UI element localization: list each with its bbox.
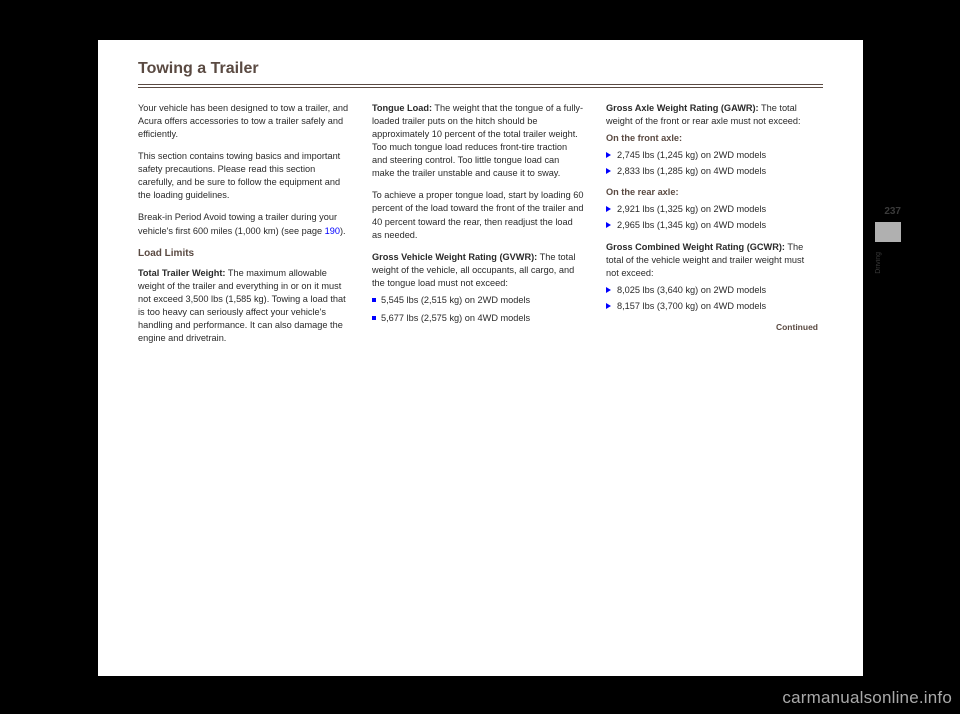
label-tongue-load: Tongue Load:: [372, 103, 432, 113]
columns: Your vehicle has been designed to tow a …: [138, 102, 823, 354]
triangle-icon: [606, 168, 611, 174]
continued-indicator: Continued: [606, 321, 818, 333]
list-rear-axle: 2,921 lbs (1,325 kg) on 2WD models 2,965…: [606, 203, 818, 232]
list-item: 2,745 lbs (1,245 kg) on 2WD models: [606, 149, 818, 162]
triangle-icon: [606, 206, 611, 212]
list-item: 2,965 lbs (1,345 kg) on 4WD models: [606, 219, 818, 232]
list-item-text: 8,157 lbs (3,700 kg) on 4WD models: [617, 300, 766, 313]
list-item-text: 5,545 lbs (2,515 kg) on 2WD models: [381, 294, 584, 307]
list-item-text: 2,833 lbs (1,285 kg) on 4WD models: [617, 165, 766, 178]
page-reference-link[interactable]: 190: [325, 226, 340, 236]
triangle-icon: [606, 152, 611, 158]
label-gawr: Gross Axle Weight Rating (GAWR):: [606, 103, 759, 113]
triangle-icon: [606, 303, 611, 309]
paragraph: To achieve a proper tongue load, start b…: [372, 189, 584, 241]
text: The maximum allowable weight of the trai…: [138, 268, 346, 343]
subheading-rear-axle: On the rear axle:: [606, 186, 818, 199]
list-item: 8,025 lbs (3,640 kg) on 2WD models: [606, 284, 818, 297]
label-gvwr: Gross Vehicle Weight Rating (GVWR):: [372, 252, 537, 262]
paragraph: Break-in Period Avoid towing a trailer d…: [138, 211, 350, 237]
column-1: Your vehicle has been designed to tow a …: [138, 102, 350, 354]
bullet-icon: [372, 298, 376, 302]
manual-page: Towing a Trailer Your vehicle has been d…: [98, 40, 863, 676]
list-item-text: 2,921 lbs (1,325 kg) on 2WD models: [617, 203, 766, 216]
subheading-load-limits: Load Limits: [138, 247, 350, 261]
rule: [138, 84, 823, 85]
paragraph: Gross Combined Weight Rating (GCWR): The…: [606, 241, 818, 280]
list-gcwr: 8,025 lbs (3,640 kg) on 2WD models 8,157…: [606, 284, 818, 313]
list-front-axle: 2,745 lbs (1,245 kg) on 2WD models 2,833…: [606, 149, 818, 178]
label-total-trailer-weight: Total Trailer Weight:: [138, 268, 225, 278]
text: Break-in Period Avoid towing a trailer d…: [138, 212, 337, 235]
triangle-icon: [606, 287, 611, 293]
paragraph: Your vehicle has been designed to tow a …: [138, 102, 350, 141]
section-tab-label: Driving: [875, 252, 901, 274]
list-item: 5,545 lbs (2,515 kg) on 2WD models: [372, 294, 584, 307]
paragraph: Total Trailer Weight: The maximum allowa…: [138, 267, 350, 345]
list-item: 8,157 lbs (3,700 kg) on 4WD models: [606, 300, 818, 313]
paragraph: Gross Axle Weight Rating (GAWR): The tot…: [606, 102, 818, 128]
watermark: carmanualsonline.info: [782, 688, 952, 708]
text: The weight that the tongue of a fully-lo…: [372, 103, 583, 178]
bullet-icon: [372, 316, 376, 320]
column-2: Tongue Load: The weight that the tongue …: [372, 102, 584, 354]
rule: [138, 87, 823, 88]
section-tab: [875, 222, 901, 242]
page-title: Towing a Trailer: [138, 60, 823, 78]
list-item: 2,833 lbs (1,285 kg) on 4WD models: [606, 165, 818, 178]
list-item-text: 2,965 lbs (1,345 kg) on 4WD models: [617, 219, 766, 232]
list-item-text: 5,677 lbs (2,575 kg) on 4WD models: [381, 312, 584, 325]
paragraph: This section contains towing basics and …: [138, 150, 350, 202]
list-item: 2,921 lbs (1,325 kg) on 2WD models: [606, 203, 818, 216]
list-item: 5,677 lbs (2,575 kg) on 4WD models: [372, 312, 584, 325]
list-item-text: 2,745 lbs (1,245 kg) on 2WD models: [617, 149, 766, 162]
triangle-icon: [606, 222, 611, 228]
paragraph: Gross Vehicle Weight Rating (GVWR): The …: [372, 251, 584, 290]
label-gcwr: Gross Combined Weight Rating (GCWR):: [606, 242, 785, 252]
paragraph: Tongue Load: The weight that the tongue …: [372, 102, 584, 180]
page-content: Towing a Trailer Your vehicle has been d…: [138, 60, 823, 646]
subheading-front-axle: On the front axle:: [606, 132, 818, 145]
column-3: Gross Axle Weight Rating (GAWR): The tot…: [606, 102, 818, 354]
text: ).: [340, 226, 346, 236]
list-item-text: 8,025 lbs (3,640 kg) on 2WD models: [617, 284, 766, 297]
page-number: 237: [884, 206, 901, 217]
